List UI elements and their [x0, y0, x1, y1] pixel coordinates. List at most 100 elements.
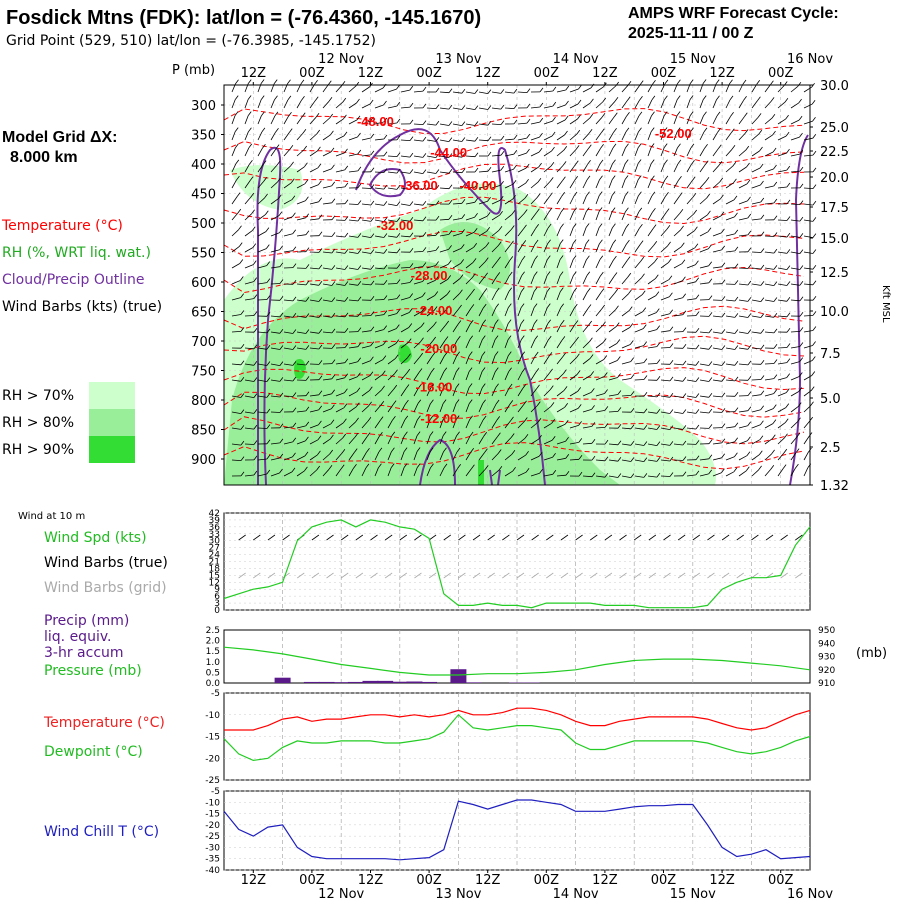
wind-barb-flag [630, 374, 635, 379]
wind-barb [556, 356, 563, 365]
wind-barb [322, 315, 332, 318]
wind-barb-flag [585, 223, 590, 228]
wind-barb [543, 181, 551, 189]
wind-barb-flag [331, 344, 336, 349]
wind-barb [309, 117, 317, 125]
wind-barb [231, 229, 239, 237]
wind-barb-flag [526, 88, 531, 93]
wind-barb-flag [773, 164, 777, 170]
wind-barb-flag [539, 87, 544, 93]
wind-barb-flag [812, 341, 816, 346]
wind-barb-flag [396, 152, 401, 157]
wind-barb [439, 467, 445, 477]
wind-barb [634, 195, 639, 205]
wind-barb [257, 458, 267, 461]
p-tick-8: 700 [191, 335, 216, 350]
sfc-wind-barb [487, 534, 495, 541]
wind-barb-flag [799, 342, 804, 347]
wind-barb [738, 283, 748, 286]
wind-barb [439, 309, 447, 317]
wind-barb [790, 119, 800, 125]
wind-barb-flag [574, 160, 579, 166]
wind-barb-flag [481, 383, 486, 388]
wind-barb-flag [396, 309, 401, 314]
wind-barb [387, 343, 396, 349]
wind-barb [738, 455, 748, 461]
wind-barb [790, 331, 801, 333]
wind-barb-flag [798, 115, 803, 121]
forecast-cycle-label: AMPS WRF Forecast Cycle: [628, 5, 839, 22]
wind-barb-flag [799, 149, 804, 155]
wind-barb-flag [630, 473, 635, 478]
wind-barb [400, 327, 409, 333]
wind-barb-flag [409, 185, 414, 190]
wind-barb-flag [383, 184, 388, 190]
wind-barb [361, 315, 372, 317]
wind-barb-flag [797, 82, 802, 87]
wind-barb [673, 427, 683, 430]
wind-barb [439, 419, 444, 429]
wind-barb-flag [422, 153, 427, 158]
wind-barb-flag [656, 376, 661, 381]
wind-barb-flag [578, 471, 583, 477]
wind-barb [777, 347, 788, 349]
wind-barb-flag [495, 399, 500, 405]
wind-barb [543, 473, 553, 477]
wind-barb-flag [496, 416, 501, 421]
wind-barb [764, 267, 774, 270]
wind-barb [270, 363, 280, 366]
wind-barb-flag [409, 293, 414, 298]
wind-barb [387, 122, 397, 125]
wind-barb [387, 155, 398, 157]
wind-barb-flag [403, 447, 408, 452]
wind-barb-flag [457, 464, 462, 469]
wind-barb-flag [434, 276, 439, 281]
bottom-hour-7: 00Z [651, 873, 677, 888]
wind-barb-flag [587, 160, 591, 165]
wind-barb-flag [708, 408, 713, 414]
wind-barb-flag [482, 399, 486, 405]
wind-barb [296, 315, 306, 318]
wind-barb-flag [747, 196, 751, 202]
wind-barb-flag [500, 165, 505, 171]
wind-barb [790, 299, 801, 302]
wind-barb [296, 440, 306, 445]
wind-barb [660, 179, 666, 189]
wind-barb-flag [240, 343, 245, 349]
wind-barb-flag [396, 168, 401, 174]
wind-barb [478, 469, 486, 477]
wind-barb-flag [786, 297, 791, 302]
wind-barb [634, 228, 640, 237]
wind-barb [803, 405, 811, 413]
legend-cloud-outline: Cloud/Precip Outline [2, 272, 145, 288]
wind-barb [712, 99, 717, 109]
wind-barb-flag [342, 433, 347, 439]
wind-barb [608, 101, 616, 109]
chill-panel-ytick-4: -25 [205, 832, 220, 842]
wind-barb-flag [812, 249, 817, 254]
wind-barb-flag [637, 175, 642, 180]
wind-barb-flag [422, 136, 427, 142]
wind-barb-flag [433, 321, 437, 326]
wind-barb [361, 120, 371, 125]
wind-barb [751, 218, 761, 221]
wind-barb [478, 339, 483, 349]
wind-barb-flag [669, 425, 674, 430]
wind-barb [647, 261, 655, 269]
wind-barb-flag [784, 418, 789, 423]
wind-barb-flag [664, 175, 669, 181]
wind-barb [387, 219, 397, 222]
wind-barb-flag [525, 450, 529, 456]
wind-barb [400, 388, 407, 397]
wind-barb-flag [456, 431, 460, 436]
wind-barb [738, 217, 748, 221]
wind-barb [569, 133, 578, 141]
cloud-outline-2 [368, 168, 406, 198]
wind-barb-flag [262, 143, 266, 149]
wind-barb [582, 324, 590, 333]
wind-barb-flag [547, 223, 552, 229]
wind-barb [621, 179, 626, 189]
wind-barb [725, 471, 735, 477]
wind-barb-flag [265, 244, 270, 249]
wind-barb [790, 267, 800, 270]
